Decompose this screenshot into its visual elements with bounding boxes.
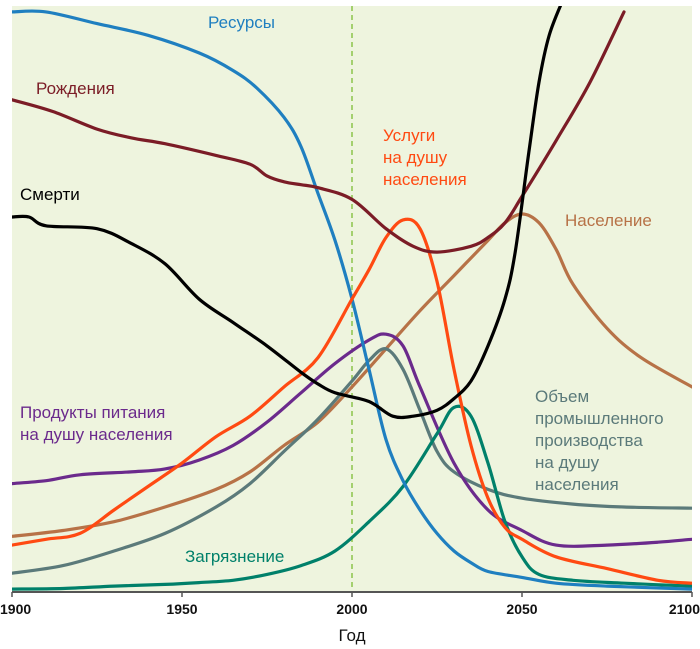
- series-label-industry: Объем промышленного производства на душу нас…: [535, 387, 664, 494]
- series-line-population: [12, 212, 692, 538]
- x-tick-label: 1900: [0, 601, 31, 617]
- series-label-services: Услуги на душу населения: [383, 126, 467, 189]
- series-line-food: [12, 332, 692, 548]
- series-label-resources: Ресурсы: [208, 13, 275, 32]
- x-tick-label: 2100: [669, 601, 700, 617]
- series-line-services: [12, 217, 692, 585]
- series-line-resources: [12, 9, 692, 591]
- series-line-industry: [12, 347, 692, 575]
- series-label-food: Продукты питания на душу населения: [20, 403, 173, 444]
- series-line-births: [12, 10, 626, 254]
- x-tick-label: 2050: [506, 601, 537, 617]
- series-label-population: Население: [565, 211, 652, 230]
- series-label-deaths: Смерти: [20, 185, 80, 204]
- series-label-births: Рождения: [36, 79, 115, 98]
- x-axis-title: Год: [338, 626, 365, 645]
- x-tick-label: 2000: [336, 601, 367, 617]
- series-line-deaths: [12, 6, 563, 420]
- series-line-pollution: [12, 404, 692, 591]
- series-label-pollution: Загрязнение: [185, 547, 284, 566]
- x-tick-label: 1950: [166, 601, 197, 617]
